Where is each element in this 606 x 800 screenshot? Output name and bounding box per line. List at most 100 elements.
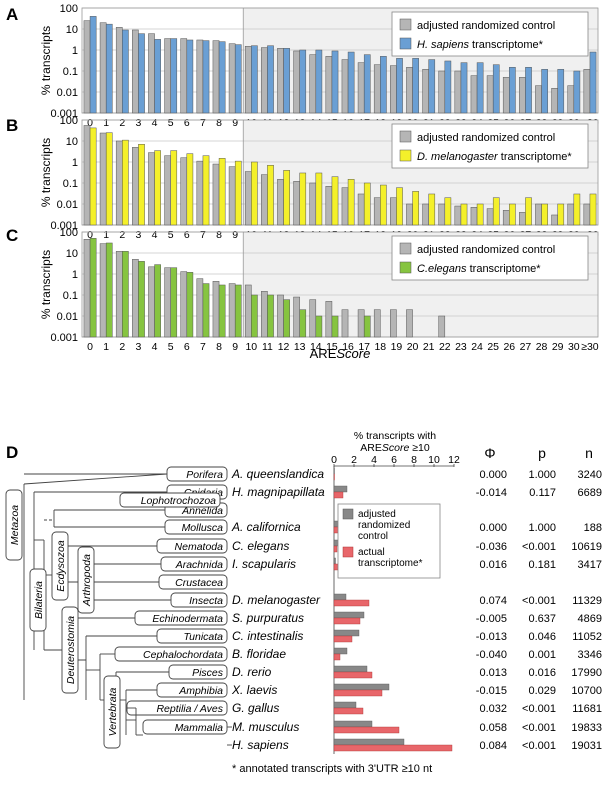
p-value: <0.001 [522, 722, 556, 734]
control-bar [454, 70, 462, 114]
taxon-label: Reptilia / Aves [156, 703, 223, 715]
transcriptome-bar [331, 176, 339, 226]
control-bar [390, 197, 397, 226]
control-bar [333, 467, 335, 475]
x-axis-label: AREScore [310, 346, 371, 361]
clade-label: Bilateria [33, 581, 45, 619]
phi-value: 0.013 [479, 667, 507, 679]
control-bar [486, 208, 494, 226]
y-tick-label: 10 [66, 136, 78, 148]
legend-swatch-transcriptome [399, 261, 412, 274]
transcriptome-bar [186, 272, 194, 338]
transcriptome-bar [283, 299, 290, 338]
n-value: 11329 [572, 595, 602, 607]
plot-frame [81, 119, 599, 226]
transcriptome-bar [234, 44, 242, 114]
control-bar [164, 267, 171, 338]
control-bar [454, 205, 462, 226]
taxon-label: Nematoda [175, 541, 224, 553]
control-bar [567, 203, 575, 226]
transcriptome-bar [412, 58, 419, 114]
x-tick-label: 22 [439, 341, 451, 353]
panel-d-tick-label: 12 [448, 454, 460, 466]
control-bar [470, 207, 478, 226]
phi-value: -0.040 [476, 649, 507, 661]
control-bar [583, 69, 591, 114]
control-bar [502, 210, 510, 226]
transcriptome-bar [428, 193, 436, 226]
title-pre: ARE [360, 442, 382, 454]
x-tick-label: 7 [200, 341, 206, 353]
transcriptome-bar [218, 284, 226, 338]
actual-bar [333, 653, 341, 661]
species-label: D. melanogaster [232, 593, 321, 607]
transcriptome-bar [251, 161, 258, 226]
species-label: C. intestinalis [232, 629, 303, 643]
legend-swatch-control [399, 18, 412, 31]
transcriptome-bar [105, 23, 113, 114]
taxon-label: Lophotrochozoa [141, 495, 216, 507]
panel-d-tick-label: 10 [428, 454, 440, 466]
legend-swatch-transcriptome [399, 149, 412, 162]
taxon-label: Mollusca [182, 522, 224, 534]
transcriptome-bar [154, 150, 161, 226]
panel-a: A 1001010.10.010.00101234567891011121314… [6, 3, 599, 129]
control-bar [293, 181, 300, 226]
control-bar [261, 174, 268, 226]
species-label: A. queenslandica [231, 467, 324, 481]
transcriptome-bar [251, 294, 258, 338]
control-bar [438, 315, 446, 338]
species-label: I. scapularis [232, 557, 296, 571]
title-italic: Score [382, 442, 410, 454]
control-bar [583, 203, 591, 226]
phi-value: -0.015 [476, 685, 507, 697]
x-tick-label: 2 [119, 117, 125, 129]
phi-value: 0.074 [479, 595, 507, 607]
transcriptome-bar [315, 315, 323, 338]
clade-label: Vertebrata [107, 688, 119, 737]
legend-label-actual: transcriptome* [358, 558, 423, 569]
control-bar [325, 56, 333, 114]
transcriptome-bar [89, 238, 97, 338]
control-bar [333, 683, 390, 691]
control-bar [148, 266, 155, 338]
panel-letter-b: B [6, 116, 18, 135]
control-bar [357, 62, 365, 114]
clade-label: Ecdysozoa [55, 540, 67, 592]
control-bar [244, 284, 252, 338]
panel-d-title-line1: % transcripts with [354, 430, 436, 442]
plot-frame [81, 231, 599, 338]
x-tick-label: 14 [310, 341, 322, 353]
y-axis-label: % transcripts [39, 250, 53, 319]
legend-suffix: transcriptome* [467, 263, 542, 275]
x-tick-label: 4 [152, 341, 158, 353]
control-bar [357, 309, 365, 338]
transcriptome-bar [170, 150, 178, 226]
control-bar [333, 647, 348, 655]
actual-bar [333, 563, 339, 571]
legend-box [391, 11, 589, 57]
actual-bar [333, 545, 338, 553]
species-label: H. magnipapillata [232, 485, 325, 499]
control-bar [486, 75, 494, 114]
transcriptome-bar [170, 38, 178, 114]
clade-box [61, 606, 79, 694]
transcriptome-bar [509, 203, 516, 226]
panel-d-legend-box [337, 503, 441, 579]
taxon-label: Arachnida [175, 559, 223, 571]
n-value: 3240 [578, 469, 602, 481]
actual-bar [333, 707, 364, 715]
clade-box [5, 489, 23, 561]
n-value: 3417 [578, 559, 602, 571]
control-bar [422, 203, 429, 226]
x-tick-label: 18 [374, 341, 386, 353]
transcriptome-bar [138, 144, 145, 226]
transcriptome-bar [557, 203, 565, 226]
x-tick-label: 3 [136, 341, 142, 353]
control-bar [293, 50, 300, 114]
control-bar [333, 593, 347, 601]
control-bar [341, 187, 349, 226]
